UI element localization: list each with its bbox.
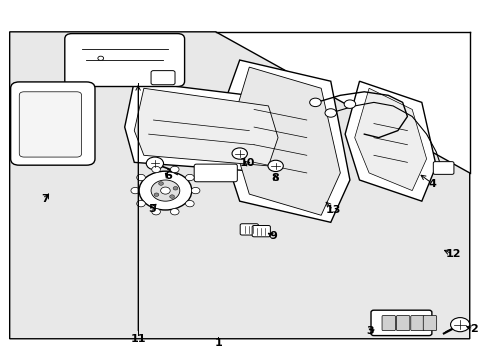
Circle shape — [170, 166, 179, 173]
Text: 7: 7 — [41, 194, 49, 204]
Text: 9: 9 — [269, 231, 277, 242]
Circle shape — [173, 186, 178, 190]
Polygon shape — [230, 67, 340, 215]
Circle shape — [170, 208, 179, 215]
Circle shape — [185, 174, 194, 181]
Circle shape — [160, 187, 170, 194]
Circle shape — [267, 160, 283, 171]
Text: 3: 3 — [366, 326, 373, 336]
Polygon shape — [124, 81, 287, 173]
Circle shape — [344, 100, 355, 108]
Circle shape — [98, 56, 103, 60]
FancyBboxPatch shape — [151, 71, 175, 85]
FancyBboxPatch shape — [240, 224, 258, 235]
Circle shape — [191, 188, 200, 194]
FancyBboxPatch shape — [19, 92, 81, 157]
FancyBboxPatch shape — [381, 315, 395, 330]
FancyBboxPatch shape — [410, 315, 424, 330]
Circle shape — [185, 201, 194, 207]
Circle shape — [131, 188, 139, 194]
FancyBboxPatch shape — [370, 310, 431, 336]
Text: 12: 12 — [444, 249, 460, 259]
Circle shape — [158, 182, 163, 185]
Polygon shape — [354, 88, 426, 190]
Polygon shape — [134, 88, 278, 166]
Circle shape — [309, 98, 321, 107]
Text: 13: 13 — [325, 205, 340, 215]
Circle shape — [139, 171, 191, 210]
Circle shape — [154, 193, 159, 197]
Text: 8: 8 — [271, 173, 279, 183]
Polygon shape — [10, 32, 469, 339]
FancyBboxPatch shape — [252, 225, 270, 237]
Text: 6: 6 — [163, 171, 171, 181]
FancyBboxPatch shape — [64, 33, 184, 86]
Text: 11: 11 — [130, 334, 145, 345]
Circle shape — [151, 180, 180, 201]
Circle shape — [169, 195, 174, 198]
Circle shape — [137, 174, 145, 181]
Text: 10: 10 — [239, 158, 254, 168]
FancyBboxPatch shape — [423, 315, 436, 330]
Text: 2: 2 — [469, 324, 476, 334]
Polygon shape — [345, 81, 435, 201]
Circle shape — [325, 109, 336, 117]
Polygon shape — [215, 60, 349, 222]
FancyBboxPatch shape — [194, 164, 237, 182]
Circle shape — [137, 201, 145, 207]
Circle shape — [151, 208, 160, 215]
FancyBboxPatch shape — [432, 162, 453, 174]
Circle shape — [232, 148, 247, 159]
Text: 5: 5 — [148, 204, 156, 214]
Text: 1: 1 — [214, 338, 222, 348]
Circle shape — [146, 157, 163, 170]
FancyBboxPatch shape — [396, 315, 409, 330]
FancyBboxPatch shape — [11, 82, 95, 165]
Text: 4: 4 — [427, 179, 435, 189]
Circle shape — [151, 166, 160, 173]
Circle shape — [449, 318, 469, 332]
